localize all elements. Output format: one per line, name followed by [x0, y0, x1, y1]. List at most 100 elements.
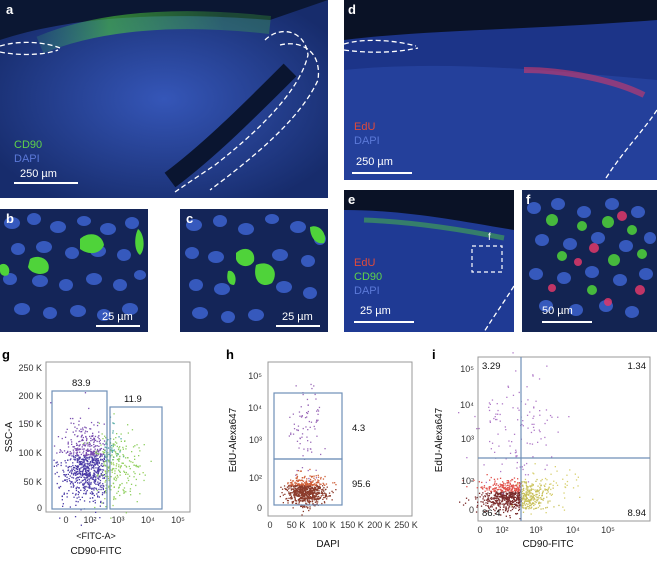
- flow-event-dot: [302, 483, 304, 485]
- flow-event-dot: [305, 426, 307, 428]
- flow-event-dot: [494, 451, 496, 453]
- panel-i-svg: 3.29 1.34 86.4 8.94 10⁵ 10⁴ 10³ 10² 0 0 …: [434, 352, 651, 550]
- flow-event-dot: [533, 508, 535, 510]
- flow-event-dot: [501, 492, 503, 494]
- flow-event-dot: [510, 502, 512, 505]
- flow-event-dot: [118, 458, 120, 460]
- flow-event-dot: [509, 500, 511, 502]
- flow-event-dot: [122, 456, 125, 458]
- flow-event-dot: [316, 489, 318, 492]
- flow-event-dot: [309, 496, 311, 498]
- flow-event-dot: [85, 480, 87, 482]
- flow-event-dot: [89, 460, 92, 463]
- flow-event-dot: [295, 502, 297, 505]
- flow-event-dot: [496, 483, 498, 485]
- flow-event-dot: [125, 473, 127, 475]
- flow-event-dot: [306, 484, 308, 486]
- flow-event-dot: [509, 484, 511, 486]
- flow-event-dot: [86, 471, 88, 473]
- flow-event-dot: [505, 494, 507, 497]
- flow-event-dot: [306, 497, 308, 499]
- flow-event-dot: [511, 488, 513, 491]
- flow-event-dot: [105, 447, 107, 449]
- flow-event-dot: [70, 439, 72, 441]
- flow-event-dot: [304, 485, 307, 487]
- flow-event-dot: [538, 497, 540, 499]
- flow-event-dot: [304, 486, 306, 488]
- panel-g-xlabel-2: CD90-FITC: [70, 546, 121, 557]
- flow-event-dot: [498, 502, 500, 505]
- flow-event-dot: [290, 432, 292, 434]
- flow-event-dot: [297, 429, 299, 431]
- flow-event-dot: [118, 466, 120, 468]
- flow-event-dot: [486, 499, 488, 501]
- flow-event-dot: [512, 495, 514, 497]
- flow-event-dot: [82, 436, 84, 439]
- flow-event-dot: [96, 460, 98, 463]
- flow-event-dot: [306, 478, 308, 480]
- flow-event-dot: [120, 465, 122, 467]
- flow-event-dot: [506, 487, 508, 490]
- flow-event-dot: [89, 474, 91, 476]
- flow-event-dot: [304, 490, 306, 492]
- flow-event-dot: [90, 428, 92, 430]
- flow-event-dot: [292, 507, 294, 509]
- flow-event-dot: [312, 484, 314, 486]
- flow-event-dot: [480, 486, 482, 489]
- flow-event-dot: [532, 503, 534, 505]
- flow-event-dot: [298, 483, 300, 486]
- flow-event-dot: [295, 477, 297, 479]
- flow-event-dot: [85, 459, 87, 461]
- flow-event-dot: [575, 479, 578, 481]
- flow-event-dot: [75, 449, 77, 451]
- flow-event-dot: [592, 498, 594, 500]
- flow-event-dot: [96, 450, 98, 452]
- flow-event-dot: [292, 500, 294, 503]
- flow-event-dot: [314, 488, 317, 490]
- flow-event-dot: [484, 510, 486, 513]
- flow-event-dot: [494, 497, 496, 499]
- flow-event-dot: [527, 500, 529, 503]
- flow-event-dot: [289, 416, 291, 418]
- flow-event-dot: [516, 497, 518, 499]
- flow-event-dot: [79, 476, 81, 478]
- flow-event-dot: [104, 460, 106, 462]
- flow-event-dot: [299, 498, 301, 500]
- flow-event-dot: [74, 467, 76, 469]
- flow-event-dot: [495, 418, 497, 421]
- flow-event-dot: [529, 489, 531, 491]
- flow-event-dot: [305, 490, 307, 492]
- flow-event-dot: [80, 461, 82, 463]
- flow-event-dot: [90, 487, 92, 489]
- flow-event-dot: [538, 489, 540, 491]
- flow-event-dot: [98, 453, 100, 455]
- legend-dapi: DAPI: [14, 153, 40, 165]
- flow-event-dot: [102, 483, 104, 485]
- flow-event-dot: [541, 495, 543, 497]
- flow-event-dot: [519, 503, 521, 505]
- flow-event-dot: [81, 435, 83, 437]
- flow-event-dot: [557, 431, 559, 433]
- flow-event-dot: [550, 483, 552, 485]
- flow-event-dot: [80, 489, 82, 491]
- flow-event-dot: [317, 413, 319, 415]
- flow-event-dot: [539, 505, 541, 507]
- flow-event-dot: [304, 485, 306, 487]
- flow-event-dot: [319, 497, 321, 499]
- panel-d-label: d: [348, 2, 356, 17]
- flow-event-dot: [78, 492, 80, 494]
- flow-event-dot: [506, 498, 509, 500]
- flow-event-dot: [88, 481, 90, 483]
- flow-event-dot: [512, 485, 514, 487]
- flow-event-dot: [84, 473, 86, 475]
- flow-event-dot: [95, 511, 97, 513]
- flow-event-dot: [553, 480, 555, 482]
- flow-event-dot: [98, 431, 100, 433]
- flow-event-dot: [94, 448, 96, 450]
- flow-event-dot: [123, 492, 125, 494]
- flow-event-dot: [509, 515, 511, 517]
- flow-event-dot: [78, 496, 80, 498]
- flow-event-dot: [315, 475, 317, 477]
- flow-event-dot: [305, 480, 308, 482]
- flow-event-dot: [85, 427, 87, 429]
